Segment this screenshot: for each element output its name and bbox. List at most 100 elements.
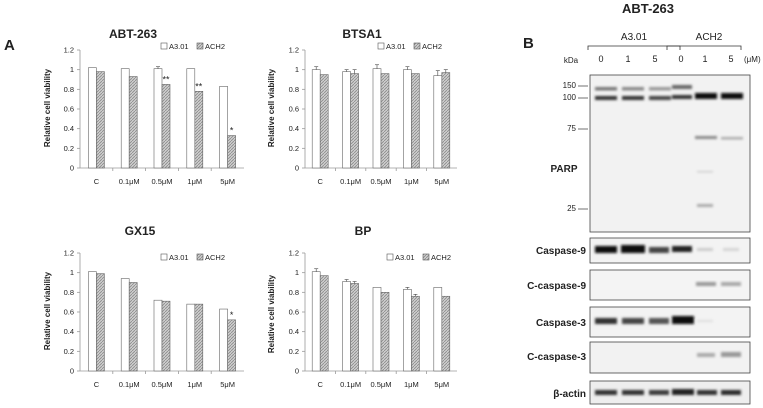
bar-a301	[403, 289, 412, 372]
bar-ach2	[227, 319, 236, 372]
chart-legend: A3.01 ACH2	[160, 42, 225, 51]
y-tick-label: 1	[70, 268, 74, 277]
bar-a301	[219, 86, 228, 169]
blot-title: ABT-263	[622, 1, 674, 16]
bar-ach2	[411, 73, 420, 169]
chart-legend: A3.01 ACH2	[386, 253, 451, 262]
bar-ach2	[441, 295, 451, 372]
x-tick-label: 0.1μM	[119, 380, 140, 389]
y-tick-label: 0.8	[64, 85, 74, 94]
x-tick-label: 0.5μM	[152, 177, 173, 186]
dose-label: 5	[652, 54, 657, 64]
legend-label-a301: A3.01	[386, 42, 406, 51]
bar-ach2	[96, 273, 105, 372]
c-caspase9-bands	[696, 282, 741, 286]
y-tick-label: 0.4	[289, 327, 299, 336]
bar-ach2	[441, 72, 451, 169]
y-tick-label: 1.2	[64, 46, 74, 55]
bar-ach2	[96, 71, 105, 169]
legend-label-ach2: ACH2	[205, 42, 225, 51]
legend-swatch-a301	[160, 42, 168, 50]
chart-gx15: GX15 Relative cell viability A3.01 ACH2 …	[43, 224, 244, 389]
y-tick-label: 0.8	[64, 288, 74, 297]
chart-btsa1: BTSA1 Relative cell viability A3.01 ACH2…	[267, 27, 457, 186]
legend-label-ach2: ACH2	[205, 253, 225, 262]
y-tick-label: 0	[70, 164, 74, 173]
y-tick-label: 0.4	[64, 124, 74, 133]
bar-a301	[342, 281, 351, 372]
bracket-ach2	[666, 45, 742, 50]
bar-a301	[153, 299, 163, 372]
marker-label: 150	[563, 81, 577, 90]
bar-a301	[372, 68, 382, 169]
x-tick-label: C	[94, 177, 100, 186]
x-tick-label: C	[94, 380, 100, 389]
x-tick-label: 5μM	[220, 177, 235, 186]
parp-label: PARP	[550, 164, 577, 175]
bar-a301	[120, 68, 130, 169]
chart-legend: A3.01 ACH2	[160, 253, 225, 262]
bar-ach2	[128, 76, 138, 169]
y-tick-label: 0.8	[289, 288, 299, 297]
c-caspase3-strip	[589, 341, 751, 374]
marker-label: 100	[563, 93, 577, 102]
bar-a301	[311, 69, 321, 169]
y-tick-label: 0.2	[289, 347, 299, 356]
bar-a301	[433, 287, 443, 372]
legend-label-ach2: ACH2	[422, 42, 442, 51]
strip-label: Caspase-9	[536, 246, 586, 257]
chart-legend: A3.01 ACH2	[377, 42, 442, 51]
chart-bp: BP Relative cell viability A3.01 ACH2 0 0…	[267, 224, 457, 389]
bar-ach2	[227, 135, 236, 169]
x-tick-label: 0.5μM	[371, 380, 392, 389]
chart-ylabel: Relative cell viability	[43, 271, 52, 350]
y-tick-label: 1.2	[289, 46, 299, 55]
x-tick-label: 0.5μM	[152, 380, 173, 389]
bar-ach2	[350, 283, 359, 372]
bar-a301	[153, 68, 163, 169]
x-tick-label: 1μM	[187, 177, 202, 186]
y-tick-label: 0	[295, 164, 299, 173]
parp-bands	[595, 85, 743, 207]
y-tick-label: 1.2	[289, 249, 299, 258]
cell-line-ach2: ACH2	[696, 32, 723, 43]
caspase9-bands	[595, 245, 739, 253]
y-tick-label: 0.6	[289, 105, 299, 114]
chart-title: BTSA1	[342, 27, 382, 41]
bar-ach2	[411, 295, 420, 372]
bar-a301	[433, 75, 443, 169]
y-tick-label: 1.2	[64, 249, 74, 258]
dose-label: 5	[728, 54, 733, 64]
beta-actin-strip	[589, 380, 751, 405]
legend-label-a301: A3.01	[395, 253, 415, 262]
x-tick-label: 5μM	[434, 380, 449, 389]
bar-a301	[186, 68, 196, 169]
bar-ach2	[380, 292, 390, 372]
parp-blot	[589, 74, 751, 233]
chart-ylabel: Relative cell viability	[267, 274, 276, 353]
cell-line-a301: A3.01	[621, 32, 648, 43]
y-tick-label: 1	[70, 65, 74, 74]
x-tick-label: 5μM	[220, 380, 235, 389]
beta-actin-bands	[595, 389, 741, 395]
bar-a301	[186, 303, 196, 372]
y-tick-label: 0	[70, 367, 74, 376]
marker-label: 25	[567, 204, 576, 213]
dose-unit: (μM)	[744, 55, 761, 64]
bar-a301	[219, 308, 228, 372]
bar-ach2	[380, 73, 390, 169]
chart-title: BP	[355, 224, 372, 238]
panel-label-b: B	[523, 35, 534, 52]
y-tick-label: 0.6	[64, 105, 74, 114]
legend-swatch-a301	[377, 42, 385, 50]
legend-swatch-ach2	[196, 42, 204, 50]
c-caspase3-bands	[697, 352, 741, 357]
caspase3-bands	[595, 316, 713, 324]
x-tick-label: 1μM	[187, 380, 202, 389]
bar-ach2	[161, 300, 171, 372]
legend-swatch-a301	[386, 253, 394, 261]
dose-label: 1	[625, 54, 630, 64]
chart-title: GX15	[125, 224, 156, 238]
x-tick-label: C	[317, 177, 323, 186]
